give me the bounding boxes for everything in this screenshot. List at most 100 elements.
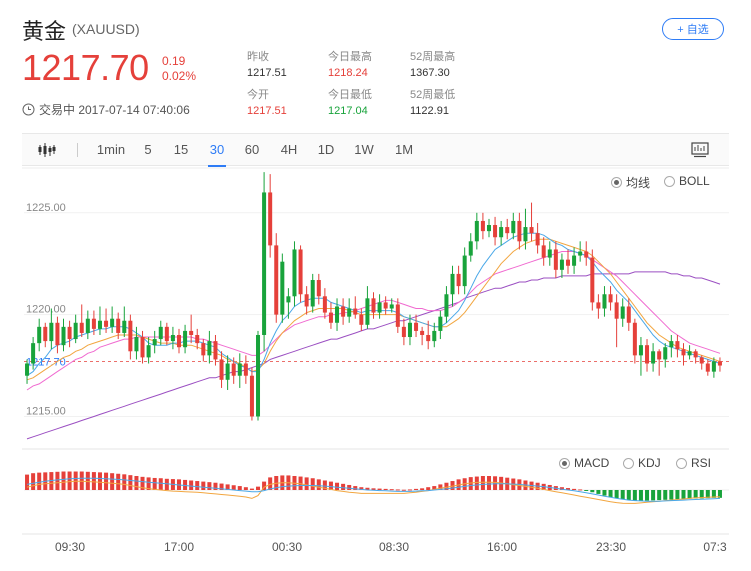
candle-body — [219, 359, 224, 380]
candle-body — [213, 341, 218, 360]
fullscreen-icon[interactable] — [689, 134, 711, 166]
macd-bar — [596, 490, 601, 494]
candle-body — [602, 294, 607, 309]
add-watchlist-button[interactable]: + 自选 — [662, 18, 724, 40]
candle-body — [31, 343, 36, 364]
candle-body — [79, 322, 84, 333]
macd-bar — [164, 478, 169, 490]
macd-bar — [152, 477, 157, 490]
stat-value: 1218.24 — [328, 67, 368, 79]
status-text: 交易中 2017-07-14 07:40:06 — [39, 103, 190, 117]
ma-slow-line — [26, 271, 721, 440]
interval-15[interactable]: 15 — [173, 142, 189, 157]
candle-body — [61, 326, 66, 346]
macd-bar — [231, 485, 236, 490]
macd-bar — [79, 471, 84, 490]
stat-label: 52周最低 — [410, 89, 456, 101]
macd-bar — [73, 471, 78, 490]
candle-body — [347, 308, 352, 317]
boll-toggle[interactable]: BOLL — [664, 174, 710, 188]
candle-body — [195, 334, 200, 344]
candle-body — [687, 351, 692, 356]
macd-bar — [310, 478, 315, 490]
candle-body — [231, 363, 236, 376]
interval-30[interactable]: 30 — [208, 134, 226, 167]
ma-toggle[interactable]: 均线 — [611, 174, 650, 191]
radio-macd[interactable] — [559, 457, 570, 469]
macd-bar — [717, 490, 722, 498]
interval-1min[interactable]: 1min — [96, 142, 126, 157]
candle-body — [116, 318, 121, 333]
candle-body — [67, 326, 72, 340]
candle-body — [645, 345, 650, 364]
macd-bar — [632, 490, 637, 501]
candle-body — [693, 351, 698, 358]
macd-bar — [97, 472, 102, 490]
candle-body — [711, 361, 716, 372]
macd-bar — [681, 490, 686, 499]
macd-bar — [663, 490, 668, 500]
candle-body — [511, 220, 516, 234]
interval-4h[interactable]: 4H — [280, 142, 298, 157]
rsi-toggle[interactable]: RSI — [676, 456, 711, 470]
macd-bar — [353, 486, 358, 490]
candle-body — [164, 326, 169, 342]
candle-body — [359, 314, 364, 325]
macd-bar — [219, 483, 224, 490]
macd-bar — [669, 490, 674, 500]
y-tick-label: 1225.00 — [26, 202, 66, 214]
candle-body — [25, 363, 30, 376]
interval-60[interactable]: 60 — [244, 142, 260, 157]
macd-bar — [602, 490, 607, 496]
macd-toggle[interactable]: MACD — [559, 456, 609, 470]
macd-bar — [316, 479, 321, 490]
interval-5[interactable]: 5 — [144, 142, 152, 157]
macd-bar — [55, 471, 60, 490]
candle-body — [705, 363, 710, 372]
stat-52w-high: 52周最高 1367.30 — [410, 50, 455, 80]
candle-body — [55, 322, 60, 346]
candle-body — [146, 345, 151, 358]
x-tick-label: 16:00 — [487, 540, 517, 554]
macd-bar — [341, 483, 346, 490]
y-tick-label: 1215.00 — [26, 405, 66, 417]
macd-bar — [645, 490, 650, 501]
macd-bar — [256, 486, 261, 490]
candle-body — [657, 351, 662, 360]
interval-1w[interactable]: 1W — [354, 142, 374, 157]
radio-rsi[interactable] — [676, 457, 687, 469]
candlestick-icon[interactable] — [36, 134, 58, 166]
candle-body — [608, 294, 613, 303]
change-value: 0.19 — [162, 54, 186, 68]
x-tick-label: 09:30 — [55, 540, 85, 554]
candle-body — [432, 330, 437, 342]
macd-bar — [699, 490, 704, 499]
macd-bar — [480, 476, 485, 490]
candle-body — [207, 341, 212, 356]
interval-1m[interactable]: 1M — [394, 142, 414, 157]
candle-body — [638, 345, 643, 356]
macd-bar — [122, 474, 127, 490]
macd-bar — [189, 480, 194, 490]
candle-body — [298, 249, 303, 295]
candle-body — [517, 220, 522, 242]
interval-1d[interactable]: 1D — [317, 142, 335, 157]
macd-bar — [426, 487, 431, 490]
stat-value: 1122.91 — [410, 105, 449, 117]
macd-bar — [572, 488, 577, 490]
radio-ma[interactable] — [611, 177, 622, 188]
last-price: 1217.70 — [22, 47, 149, 88]
x-tick-label: 08:30 — [379, 540, 409, 554]
radio-boll[interactable] — [664, 175, 675, 187]
candle-body — [335, 306, 340, 323]
macd-bar — [128, 475, 133, 490]
stat-value: 1217.51 — [247, 67, 287, 79]
macd-bar — [365, 487, 370, 490]
macd-bar — [134, 476, 139, 490]
kdj-toggle[interactable]: KDJ — [623, 456, 661, 470]
boll-label: BOLL — [679, 174, 710, 188]
candle-body — [547, 249, 552, 258]
radio-kdj[interactable] — [623, 457, 634, 469]
price-change: 0.19 0.02% — [162, 54, 196, 84]
